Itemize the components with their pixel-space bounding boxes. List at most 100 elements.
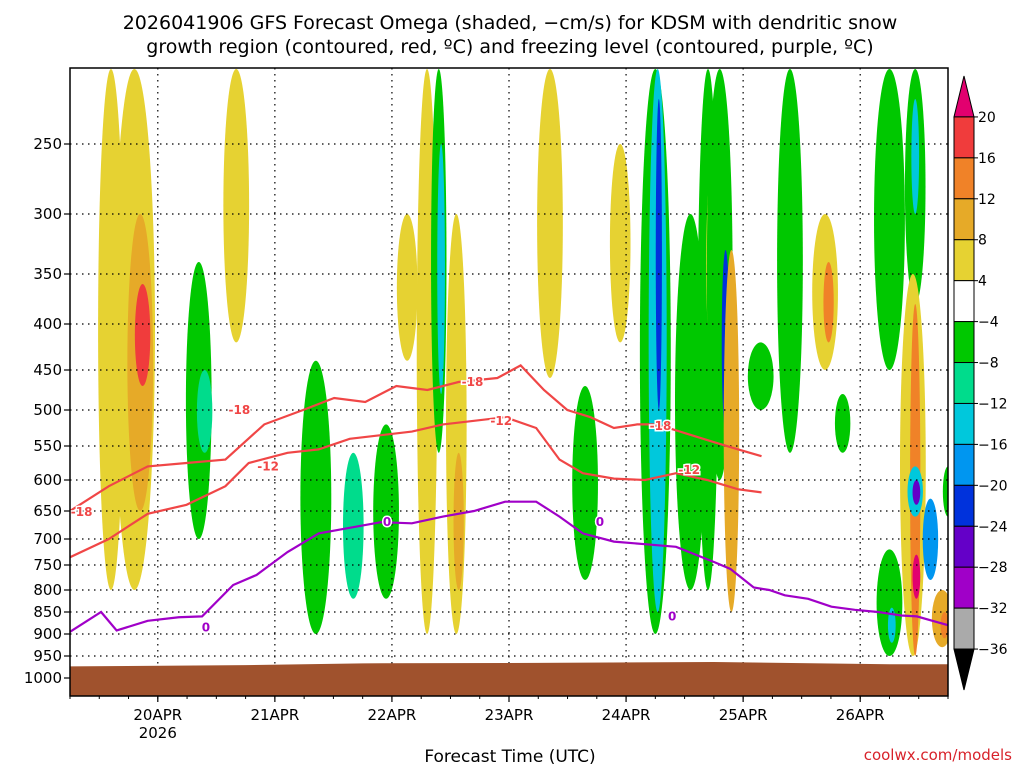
- colorbar-label: −16: [978, 437, 1008, 453]
- y-tick-label: 650: [33, 502, 62, 520]
- omega-patch: [537, 69, 563, 378]
- y-tick-label: 600: [33, 471, 62, 489]
- y-tick-label: 550: [33, 437, 62, 455]
- contour-line: [70, 500, 948, 633]
- x-tick-label: 23APR: [485, 706, 534, 724]
- contour-label: 0: [596, 515, 604, 529]
- colorbar-swatch: [953, 239, 975, 282]
- y-tick-label: 800: [33, 581, 62, 599]
- contour-label: -18: [71, 505, 93, 519]
- y-tick-label: 850: [33, 603, 62, 621]
- colorbar-swatch: [953, 443, 975, 486]
- y-tick-label: 400: [33, 315, 62, 333]
- omega-patch: [942, 466, 948, 517]
- x-axis-label: Forecast Time (UTC): [424, 747, 595, 767]
- y-tick-label: 950: [33, 647, 62, 665]
- colorbar-label: −12: [978, 396, 1008, 412]
- colorbar: 20 16 12 8 4 −4 −8 −12 −16 −20 −24 −28 −32 −36: [953, 75, 1008, 691]
- colorbar-label: 12: [978, 192, 996, 208]
- contour-label: 0: [383, 515, 391, 529]
- omega-patch: [134, 284, 151, 386]
- y-tick-label: 900: [33, 625, 62, 643]
- credit-link[interactable]: coolwx.com/models: [864, 746, 1012, 764]
- omega-patch: [823, 262, 834, 343]
- colorbar-label: −32: [978, 601, 1008, 617]
- colorbar-swatch: [953, 402, 975, 445]
- ground-surface: [70, 662, 948, 696]
- x-tick-label: 22APR: [368, 706, 417, 724]
- omega-patch: [1002, 186, 1023, 342]
- colorbar-label: −4: [978, 315, 999, 331]
- contour-label: -12: [678, 463, 700, 477]
- terrain-fill: [70, 662, 948, 696]
- omega-patch: [396, 214, 418, 361]
- y-tick-label: 1000: [24, 669, 62, 687]
- omega-patch: [876, 549, 903, 656]
- omega-patch: [342, 452, 364, 599]
- colorbar-bottom-arrow: [953, 648, 975, 691]
- contour-labels: -18 -18 -18 -18 -12 -12 -12 0 0 0 0: [69, 374, 701, 636]
- colorbar-label: −20: [978, 478, 1008, 494]
- contour-line: [70, 364, 762, 512]
- omega-patch: [300, 360, 332, 634]
- omega-patch: [912, 554, 921, 599]
- colorbar-top-arrow: [953, 75, 975, 118]
- omega-patch: [453, 452, 464, 590]
- omega-patch: [609, 144, 631, 343]
- contour-line: [70, 416, 762, 559]
- colorbar-swatch: [953, 607, 975, 650]
- colorbar-label: −28: [978, 560, 1008, 576]
- omega-patch: [747, 342, 774, 411]
- colorbar-swatch: [953, 484, 975, 527]
- colorbar-label: 4: [978, 274, 987, 290]
- y-axis: 250 300 350 400 450 500 550 600 650 700 750 800 850 9…: [24, 135, 70, 687]
- contour-label: -12: [490, 414, 512, 428]
- colorbar-label: 16: [978, 151, 996, 167]
- omega-patch: [834, 394, 851, 453]
- y-tick-label: 250: [33, 135, 62, 153]
- x-tick-label: 24APR: [602, 706, 651, 724]
- omega-patch: [223, 69, 250, 343]
- omega-patch: [437, 144, 445, 394]
- colorbar-label: −36: [978, 642, 1008, 658]
- omega-patch: [1011, 214, 1019, 304]
- y-tick-label: 500: [33, 401, 62, 419]
- colorbar-swatch: [953, 280, 975, 323]
- grid-lines: [70, 68, 948, 696]
- y-tick-label: 300: [33, 205, 62, 223]
- x-tick-year: 2026: [139, 724, 177, 742]
- omega-patch: [196, 370, 213, 453]
- chart-title-line1: 2026041906 GFS Forecast Omega (shaded, −…: [123, 12, 898, 34]
- y-tick-label: 700: [33, 530, 62, 548]
- omega-patch: [922, 498, 939, 580]
- x-tick-label: 20APR: [133, 706, 182, 724]
- y-tick-label: 350: [33, 265, 62, 283]
- x-tick-label: 26APR: [836, 706, 885, 724]
- omega-patch: [912, 480, 921, 505]
- y-tick-label: 450: [33, 361, 62, 379]
- omega-patch: [777, 69, 803, 453]
- colorbar-label: 8: [978, 233, 987, 249]
- contour-label: -18: [462, 375, 484, 389]
- contour-lines: [70, 364, 948, 633]
- omega-patch: [373, 424, 399, 599]
- colorbar-swatch: [953, 116, 975, 159]
- x-tick-label: 21APR: [250, 706, 299, 724]
- contour-label: -18: [229, 403, 251, 417]
- omega-patch: [874, 69, 905, 370]
- colorbar-label: 20: [978, 110, 996, 126]
- colorbar-swatch: [953, 321, 975, 364]
- contour-label: 0: [202, 620, 210, 634]
- omega-patch: [887, 607, 896, 643]
- colorbar-label: −8: [978, 356, 999, 372]
- colorbar-swatch: [953, 362, 975, 404]
- contour-label: -12: [257, 459, 279, 473]
- omega-patch: [655, 99, 662, 410]
- y-tick-label: 750: [33, 556, 62, 574]
- colorbar-swatch: [953, 566, 975, 609]
- colorbar-swatch: [953, 525, 975, 568]
- omega-patch: [911, 99, 920, 214]
- chart-title-line2: growth region (contoured, red, ºC) and f…: [146, 36, 873, 58]
